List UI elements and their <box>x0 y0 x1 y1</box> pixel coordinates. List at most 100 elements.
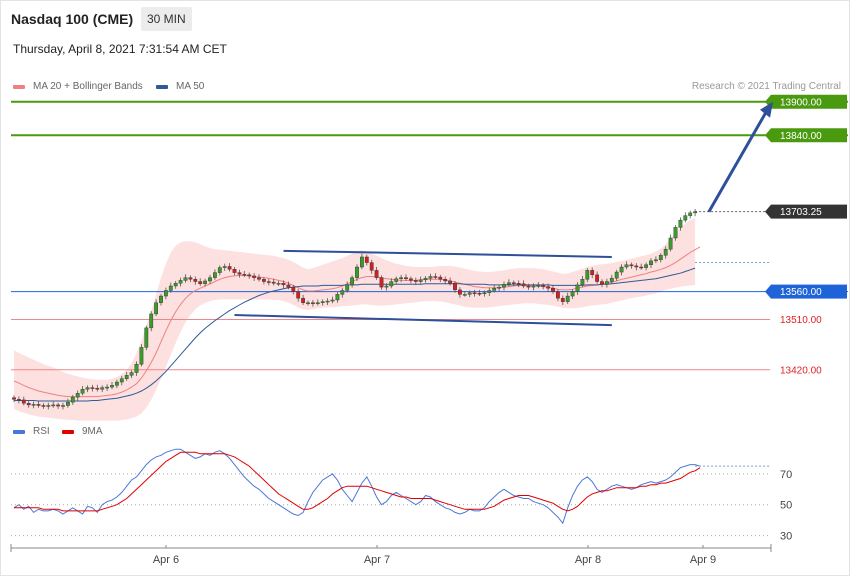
candle-body <box>276 283 281 285</box>
candle-body <box>61 405 65 407</box>
candle-body <box>335 294 340 301</box>
rsi-tick-50: 50 <box>780 500 792 512</box>
resistance-tag-13840.00 <box>771 128 847 143</box>
candle-body <box>575 284 580 292</box>
candle-body <box>507 282 511 285</box>
candle-body <box>551 288 555 292</box>
x-tick-label: Apr 8 <box>575 554 601 566</box>
candle-body <box>624 264 629 268</box>
legend-ma50-swatch <box>156 84 168 89</box>
candle-body <box>516 283 521 285</box>
candle-body <box>472 292 477 294</box>
candle-body <box>12 397 16 400</box>
candle-body <box>541 285 546 287</box>
x-tick-label: Apr 6 <box>153 554 179 566</box>
candle-body <box>154 302 158 315</box>
candle-body <box>65 401 70 406</box>
candle-body <box>266 281 271 283</box>
candle-body <box>565 295 570 302</box>
resistance-tag-arrow-13840.00 <box>765 128 771 143</box>
support-value-13510.00: 13510.00 <box>780 315 822 326</box>
last-price-tag-arrow <box>765 204 771 219</box>
bollinger-band <box>14 217 696 421</box>
candle-body <box>188 277 193 280</box>
candle-body <box>502 284 506 288</box>
candle-body <box>208 277 212 282</box>
candle-body <box>413 280 418 282</box>
candle-body <box>139 347 144 365</box>
candle-body <box>462 294 467 296</box>
candle-body <box>85 387 90 390</box>
candle-body <box>433 276 438 278</box>
candle-body <box>252 275 256 278</box>
candle-body <box>497 286 501 289</box>
candle-body <box>634 265 639 268</box>
candle-body <box>688 212 693 216</box>
candle-body <box>311 302 315 304</box>
candle-body <box>629 264 634 267</box>
legend-ma50: MA 50 <box>156 81 204 92</box>
candle-body <box>614 271 619 279</box>
candle-body <box>418 279 423 282</box>
candle-body <box>262 279 266 282</box>
candle-body <box>448 280 452 284</box>
candle-body <box>100 387 105 390</box>
rsi-tick-70: 70 <box>780 469 792 481</box>
candle-body <box>639 266 644 269</box>
candle-body <box>556 291 560 299</box>
legend-9ma: 9MA <box>62 426 103 437</box>
candle-body <box>477 293 482 295</box>
candle-body <box>237 272 242 275</box>
candle-body <box>546 286 551 289</box>
candle-body <box>124 375 129 379</box>
pivot-tag-arrow <box>765 284 771 299</box>
candle-body <box>129 372 134 376</box>
candle-body <box>26 403 31 406</box>
ma50-line <box>14 267 696 402</box>
candle-body <box>296 291 301 299</box>
pivot-value: 13560.00 <box>780 287 822 298</box>
legend-ma20-swatch <box>13 84 25 89</box>
candle-body <box>364 256 369 263</box>
candle-body <box>423 277 428 281</box>
candle-body <box>330 299 335 302</box>
chart-datetime: Thursday, April 8, 2021 7:31:54 AM CET <box>13 42 227 56</box>
candle-body <box>21 399 26 404</box>
candle-body <box>438 276 443 280</box>
candle-body <box>178 280 183 284</box>
candle-body <box>345 284 350 291</box>
resistance-value-13900.00: 13900.00 <box>780 97 822 108</box>
candle-body <box>31 404 36 406</box>
timeframe-badge[interactable]: 30 MIN <box>141 7 192 31</box>
candle-body <box>605 281 609 285</box>
instrument-title: Nasdaq 100 (CME) <box>11 11 134 27</box>
candle-body <box>340 290 345 295</box>
chart-header: Nasdaq 100 (CME) 30 MIN <box>0 0 850 36</box>
candle-body <box>658 255 663 260</box>
candle-body <box>570 291 575 297</box>
rsi-tick-30: 30 <box>780 531 792 543</box>
candle-body <box>168 285 173 291</box>
last-price-value: 13703.25 <box>780 207 822 218</box>
candle-body <box>325 300 330 303</box>
candle-body <box>36 404 41 406</box>
legend-rsi-label: RSI <box>33 426 50 437</box>
candle-body <box>399 277 403 279</box>
candle-body <box>217 267 222 273</box>
candle-body <box>355 266 359 278</box>
candle-body <box>257 277 261 280</box>
candle-body <box>428 276 433 279</box>
last-price-tag <box>771 204 847 219</box>
target-arrow-shaft <box>707 108 770 213</box>
channel-lower-line <box>234 314 612 327</box>
candle-body <box>673 227 678 239</box>
candle-body <box>247 274 252 277</box>
candle-body <box>41 405 46 407</box>
candle-body <box>114 381 119 386</box>
legend-rsi: RSI <box>13 426 50 437</box>
candle-body <box>389 281 394 287</box>
candle-body <box>301 298 305 303</box>
candle-body <box>668 237 673 250</box>
candle-body <box>374 270 379 278</box>
